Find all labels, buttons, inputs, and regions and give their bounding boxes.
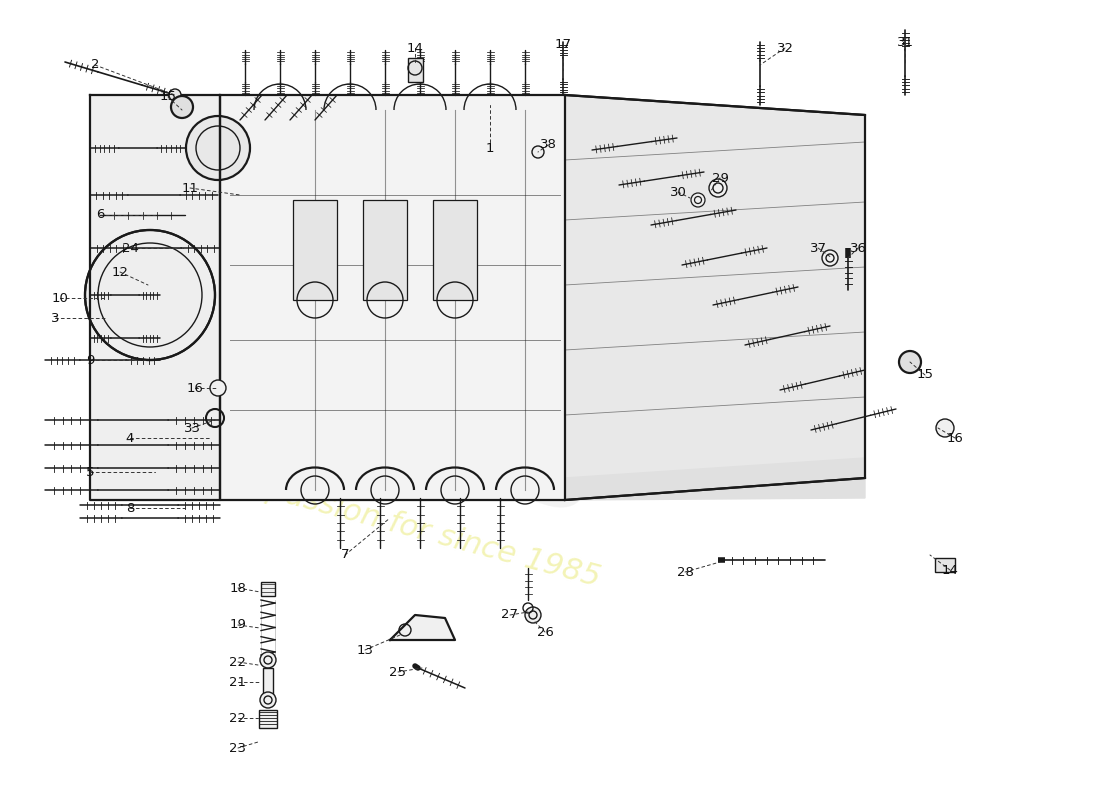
Text: a passion for since 1985: a passion for since 1985 [236, 468, 604, 592]
Bar [293, 200, 337, 300]
Text: 10: 10 [52, 291, 68, 305]
Bar [363, 200, 407, 300]
Circle shape [85, 230, 214, 360]
Text: 5: 5 [86, 466, 95, 478]
Text: 14: 14 [942, 563, 958, 577]
Polygon shape [90, 95, 220, 500]
Text: 30: 30 [670, 186, 686, 198]
Text: 15: 15 [160, 90, 176, 103]
Bar [935, 558, 955, 572]
Text: 16: 16 [187, 382, 204, 394]
Circle shape [936, 419, 954, 437]
Circle shape [822, 250, 838, 266]
Text: 4: 4 [125, 431, 134, 445]
Circle shape [532, 146, 544, 158]
Circle shape [525, 607, 541, 623]
Text: 27: 27 [502, 609, 518, 622]
Text: 14: 14 [407, 42, 424, 54]
Text: 36: 36 [849, 242, 867, 254]
Text: 8: 8 [125, 502, 134, 514]
Text: 19: 19 [230, 618, 246, 631]
Text: 28: 28 [676, 566, 693, 578]
Text: 32: 32 [777, 42, 793, 54]
Text: 22: 22 [230, 655, 246, 669]
Text: 37: 37 [810, 242, 826, 254]
Text: 38: 38 [540, 138, 557, 151]
Text: 2: 2 [90, 58, 99, 71]
Text: 24: 24 [122, 242, 139, 254]
Text: 22: 22 [230, 711, 246, 725]
Text: 16: 16 [947, 431, 964, 445]
Bar [261, 582, 275, 596]
Text: 26: 26 [537, 626, 553, 638]
Circle shape [170, 96, 192, 118]
Text: 33: 33 [184, 422, 200, 434]
Text: 18: 18 [230, 582, 246, 594]
Polygon shape [220, 95, 565, 500]
Text: 13: 13 [356, 643, 374, 657]
Bar [433, 200, 477, 300]
Circle shape [691, 193, 705, 207]
Text: 25: 25 [389, 666, 407, 678]
Circle shape [186, 116, 250, 180]
Text: 29: 29 [712, 171, 728, 185]
Text: 12: 12 [111, 266, 129, 278]
Polygon shape [565, 458, 865, 500]
Bar [263, 668, 273, 696]
Polygon shape [565, 95, 865, 500]
Text: 11: 11 [182, 182, 198, 194]
Circle shape [169, 89, 182, 101]
Text: 1: 1 [486, 142, 494, 154]
Bar [258, 710, 277, 728]
Text: 23: 23 [230, 742, 246, 754]
Text: 31: 31 [896, 35, 913, 49]
Circle shape [899, 351, 921, 373]
Text: 9: 9 [86, 354, 95, 366]
Text: 6: 6 [96, 209, 104, 222]
Bar [408, 58, 424, 82]
Text: 15: 15 [916, 369, 934, 382]
Circle shape [710, 179, 727, 197]
Text: europes: europes [91, 302, 608, 538]
Text: 17: 17 [554, 38, 572, 51]
Circle shape [260, 692, 276, 708]
Circle shape [210, 380, 225, 396]
Polygon shape [390, 615, 455, 640]
Circle shape [260, 652, 276, 668]
Text: 21: 21 [230, 675, 246, 689]
Text: 3: 3 [51, 311, 59, 325]
Text: 7: 7 [341, 549, 350, 562]
